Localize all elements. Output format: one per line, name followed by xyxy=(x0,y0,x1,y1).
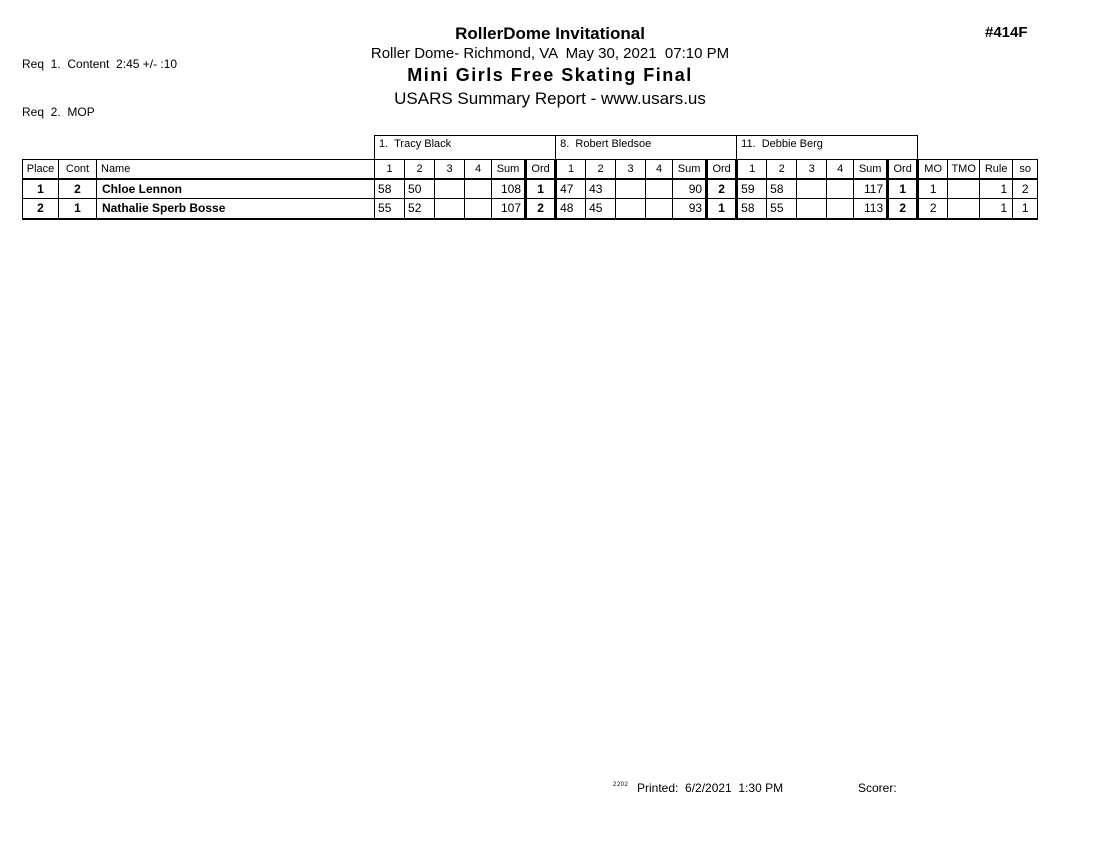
cell-score: 50 xyxy=(404,178,436,199)
cell-sum: 117 xyxy=(853,178,889,199)
printed-timestamp: Printed: 6/2/2021 1:30 PM xyxy=(637,781,784,795)
cell-score: 55 xyxy=(374,198,406,220)
requirements-block: Req 1. Content 2:45 +/- :10 Req 2. MOP xyxy=(22,24,177,136)
col-header-score: 3 xyxy=(615,159,647,180)
venue-date-line: Roller Dome- Richmond, VA May 30, 2021 0… xyxy=(370,45,730,62)
cell-ord: 2 xyxy=(705,178,739,199)
event-number: #414F xyxy=(985,24,1028,41)
col-header-score: 3 xyxy=(434,159,466,180)
cell-skater-name: Chloe Lennon xyxy=(95,178,376,199)
cell-ord: 1 xyxy=(886,178,920,199)
cell-score: 48 xyxy=(555,198,587,220)
col-header-place: Place xyxy=(22,159,59,180)
cell-place: 1 xyxy=(22,178,59,199)
results-table: 1. Tracy Black 8. Robert Bledsoe 11. Deb… xyxy=(22,135,1039,220)
col-header-score: 2 xyxy=(404,159,436,180)
col-header-score: 1 xyxy=(555,159,587,180)
judge-3-header: 11. Debbie Berg xyxy=(736,135,919,160)
judge-row-right-filler xyxy=(918,136,1038,160)
col-header-ord: Ord xyxy=(524,159,558,180)
cell-sum: 113 xyxy=(853,198,889,220)
judge-row-left-filler xyxy=(23,136,375,160)
cell-sum: 90 xyxy=(672,178,708,199)
cell-score xyxy=(615,178,647,199)
cell-sum: 108 xyxy=(491,178,527,199)
scorer-label: Scorer: xyxy=(858,781,897,795)
cell-sum: 93 xyxy=(672,198,708,220)
cell-score: 55 xyxy=(766,198,798,220)
cell-score: 58 xyxy=(766,178,798,199)
result-row: 2 1 Nathalie Sperb Bosse 55 52 107 2 48 … xyxy=(22,198,1039,220)
cell-ord: 2 xyxy=(524,198,558,220)
requirement-1: Req 1. Content 2:45 +/- :10 xyxy=(22,57,178,71)
judge-1-header: 1. Tracy Black xyxy=(374,135,557,160)
cell-score xyxy=(434,178,466,199)
cell-score xyxy=(796,178,828,199)
cell-score: 47 xyxy=(555,178,587,199)
cell-tmo xyxy=(947,198,981,220)
column-header-row: Place Cont Name 1 2 3 4 Sum Ord 1 2 3 4 … xyxy=(22,159,1039,180)
cell-score xyxy=(464,178,493,199)
cell-ord: 1 xyxy=(705,198,739,220)
col-header-score: 4 xyxy=(826,159,855,180)
col-header-ord: Ord xyxy=(886,159,920,180)
col-header-so: so xyxy=(1012,159,1039,180)
result-row: 1 2 Chloe Lennon 58 50 108 1 47 43 90 2 … xyxy=(22,178,1039,199)
col-header-rule: Rule xyxy=(979,159,1014,180)
cell-score xyxy=(826,198,855,220)
version-code: 2202 xyxy=(613,782,629,788)
report-header: RollerDome Invitational Roller Dome- Ric… xyxy=(0,23,1100,111)
cell-skater-name: Nathalie Sperb Bosse xyxy=(95,198,376,220)
cell-cont: 1 xyxy=(58,198,97,220)
col-header-score: 1 xyxy=(736,159,768,180)
cell-ord: 1 xyxy=(524,178,558,199)
cell-sum: 107 xyxy=(491,198,527,220)
col-header-sum: Sum xyxy=(672,159,708,180)
cell-tmo xyxy=(947,178,981,199)
cell-score xyxy=(645,178,674,199)
cell-score xyxy=(464,198,493,220)
col-header-score: 3 xyxy=(796,159,828,180)
judge-2-header: 8. Robert Bledsoe xyxy=(555,135,738,160)
col-header-score: 1 xyxy=(374,159,406,180)
cell-score xyxy=(434,198,466,220)
cell-score: 43 xyxy=(585,178,617,199)
cell-so: 2 xyxy=(1012,178,1039,199)
cell-score xyxy=(826,178,855,199)
cell-ord: 2 xyxy=(886,198,920,220)
cell-score xyxy=(645,198,674,220)
col-header-mo: MO xyxy=(917,159,949,180)
col-header-cont: Cont xyxy=(58,159,97,180)
cell-score: 59 xyxy=(736,178,768,199)
cell-score: 58 xyxy=(374,178,406,199)
requirement-2: Req 2. MOP xyxy=(22,105,95,119)
col-header-score: 2 xyxy=(585,159,617,180)
event-title: Mini Girls Free Skating Final xyxy=(407,65,693,85)
report-type-line: USARS Summary Report - www.usars.us xyxy=(394,89,706,108)
cell-cont: 2 xyxy=(58,178,97,199)
col-header-score: 2 xyxy=(766,159,798,180)
col-header-name: Name xyxy=(95,159,376,180)
cell-score xyxy=(615,198,647,220)
competition-title: RollerDome Invitational xyxy=(455,24,645,43)
col-header-sum: Sum xyxy=(491,159,527,180)
col-header-sum: Sum xyxy=(853,159,889,180)
cell-rule: 1 xyxy=(979,178,1014,199)
cell-score: 58 xyxy=(736,198,768,220)
cell-score xyxy=(796,198,828,220)
cell-rule: 1 xyxy=(979,198,1014,220)
cell-place: 2 xyxy=(22,198,59,220)
col-header-tmo: TMO xyxy=(947,159,981,180)
cell-mo: 2 xyxy=(917,198,949,220)
col-header-ord: Ord xyxy=(705,159,739,180)
cell-so: 1 xyxy=(1012,198,1039,220)
col-header-score: 4 xyxy=(645,159,674,180)
cell-mo: 1 xyxy=(917,178,949,199)
col-header-score: 4 xyxy=(464,159,493,180)
cell-score: 52 xyxy=(404,198,436,220)
judge-header-row: 1. Tracy Black 8. Robert Bledsoe 11. Deb… xyxy=(23,135,1038,160)
cell-score: 45 xyxy=(585,198,617,220)
